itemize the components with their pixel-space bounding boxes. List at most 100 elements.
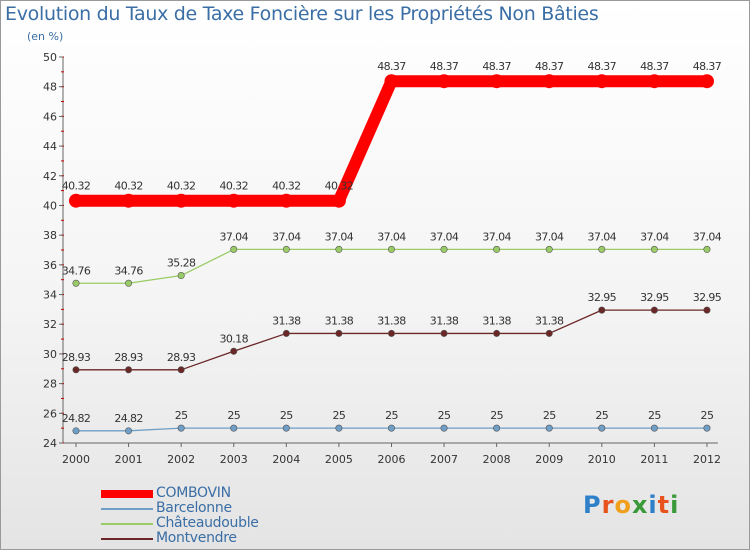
proxiti-logo: Proxiti (583, 491, 679, 519)
data-label-combovin: 40.32 (167, 180, 196, 193)
logo-letter: o (614, 491, 632, 519)
data-point-montvendre (283, 330, 289, 336)
data-point-combovin (647, 74, 661, 88)
data-label-montvendre: 31.38 (325, 314, 354, 327)
data-point-chateaudouble (283, 246, 289, 252)
data-point-combovin (437, 74, 451, 88)
y-tick-label: 34 (43, 289, 57, 302)
data-point-montvendre (441, 330, 447, 336)
data-label-barcelonne: 24.82 (114, 412, 143, 425)
data-point-combovin (332, 194, 346, 208)
x-tick-label: 2008 (483, 453, 511, 466)
data-point-montvendre (231, 348, 237, 354)
legend-label-montvendre: Montvendre (156, 531, 237, 546)
data-label-montvendre: 32.95 (693, 291, 722, 304)
data-label-montvendre: 30.18 (219, 332, 248, 345)
data-point-combovin (69, 194, 83, 208)
data-point-montvendre (599, 307, 605, 313)
logo-letter: P (583, 491, 602, 519)
data-label-combovin: 40.32 (219, 180, 248, 193)
data-point-barcelonne (546, 425, 552, 431)
data-point-barcelonne (231, 425, 237, 431)
data-label-barcelonne: 24.82 (62, 412, 91, 425)
data-label-barcelonne: 25 (701, 409, 714, 422)
data-point-barcelonne (441, 425, 447, 431)
data-point-montvendre (546, 330, 552, 336)
data-point-chateaudouble (125, 280, 131, 286)
data-label-chateaudouble: 37.04 (693, 230, 722, 243)
data-label-barcelonne: 25 (175, 409, 188, 422)
data-label-chateaudouble: 37.04 (377, 230, 406, 243)
data-point-combovin (174, 194, 188, 208)
data-point-combovin (227, 194, 241, 208)
x-tick-label: 2009 (535, 453, 563, 466)
data-point-barcelonne (493, 425, 499, 431)
data-point-combovin (700, 74, 714, 88)
data-point-barcelonne (336, 425, 342, 431)
data-point-chateaudouble (493, 246, 499, 252)
data-point-montvendre (388, 330, 394, 336)
y-tick-label: 32 (43, 318, 57, 331)
data-label-chateaudouble: 37.04 (482, 230, 511, 243)
data-label-chateaudouble: 37.04 (272, 230, 301, 243)
y-tick-label: 24 (43, 437, 57, 450)
series-layer (69, 74, 714, 434)
data-point-chateaudouble (73, 280, 79, 286)
data-point-chateaudouble (599, 246, 605, 252)
y-tick-label: 44 (43, 140, 57, 153)
data-label-combovin: 48.37 (482, 60, 511, 73)
data-label-combovin: 48.37 (377, 60, 406, 73)
data-label-montvendre: 31.38 (535, 314, 564, 327)
data-label-barcelonne: 25 (543, 409, 556, 422)
y-tick-label: 48 (43, 81, 57, 94)
data-label-barcelonne: 25 (227, 409, 240, 422)
data-label-barcelonne: 25 (595, 409, 608, 422)
data-point-chateaudouble (231, 246, 237, 252)
y-tick-label: 30 (43, 348, 57, 361)
data-label-chateaudouble: 37.04 (325, 230, 354, 243)
x-tick-label: 2012 (693, 453, 721, 466)
data-point-chateaudouble (546, 246, 552, 252)
data-label-chateaudouble: 37.04 (219, 230, 248, 243)
data-point-montvendre (651, 307, 657, 313)
data-label-combovin: 48.37 (535, 60, 564, 73)
data-label-chateaudouble: 37.04 (535, 230, 564, 243)
data-point-combovin (595, 74, 609, 88)
y-tick-label: 26 (43, 407, 57, 420)
data-point-barcelonne (73, 428, 79, 434)
data-label-montvendre: 28.93 (114, 351, 143, 364)
data-point-barcelonne (651, 425, 657, 431)
data-label-barcelonne: 25 (332, 409, 345, 422)
data-point-chateaudouble (336, 246, 342, 252)
data-point-montvendre (125, 367, 131, 373)
data-point-chateaudouble (388, 246, 394, 252)
logo-letter: i (648, 491, 657, 519)
data-label-chateaudouble: 34.76 (62, 264, 91, 277)
data-point-combovin (384, 74, 398, 88)
data-point-combovin (490, 74, 504, 88)
data-point-combovin (122, 194, 136, 208)
logo-letter: t (658, 491, 670, 519)
x-tick-label: 2005 (325, 453, 353, 466)
data-label-barcelonne: 25 (438, 409, 451, 422)
data-label-montvendre: 32.95 (588, 291, 617, 304)
chart-frame: Evolution du Taux de Taxe Foncière sur l… (0, 0, 750, 550)
data-label-montvendre: 28.93 (167, 351, 196, 364)
data-label-chateaudouble: 34.76 (114, 264, 143, 277)
data-label-combovin: 48.37 (430, 60, 459, 73)
x-tick-label: 2000 (62, 453, 90, 466)
data-label-combovin: 40.32 (272, 180, 301, 193)
data-point-chateaudouble (441, 246, 447, 252)
legend-label-chateaudouble: Châteaudouble (156, 516, 259, 531)
logo-letter: r (602, 491, 615, 519)
data-point-barcelonne (178, 425, 184, 431)
data-point-montvendre (704, 307, 710, 313)
data-label-combovin: 40.32 (62, 180, 91, 193)
x-tick-label: 2003 (220, 453, 248, 466)
data-label-combovin: 48.37 (640, 60, 669, 73)
data-point-montvendre (336, 330, 342, 336)
data-label-montvendre: 31.38 (430, 314, 459, 327)
data-point-chateaudouble (704, 246, 710, 252)
x-tick-label: 2006 (377, 453, 405, 466)
data-point-barcelonne (388, 425, 394, 431)
